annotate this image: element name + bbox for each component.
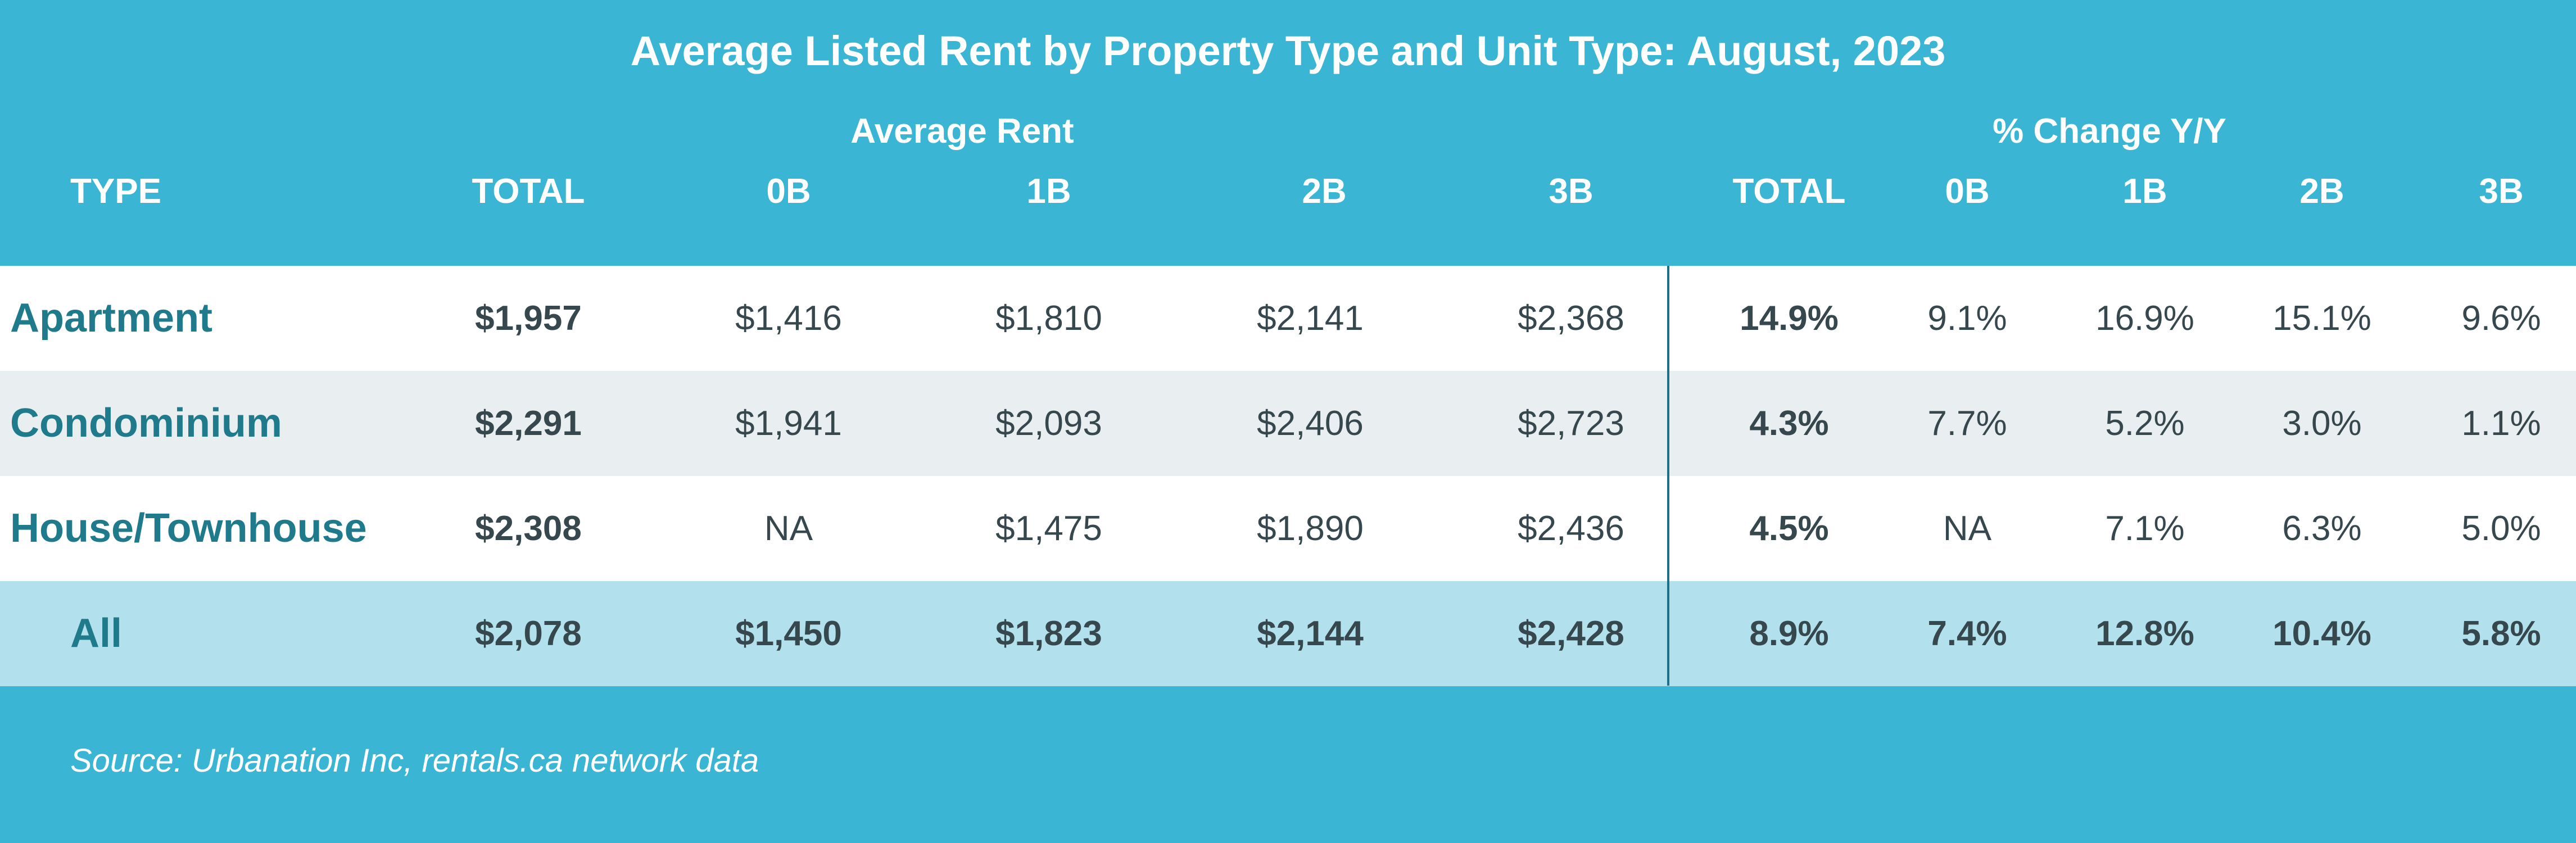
table-cell: 8.9% bbox=[1749, 614, 1829, 653]
column-header-1b: 1B bbox=[1026, 172, 1071, 211]
table-cell: 10.4% bbox=[2272, 614, 2371, 653]
column-header-3b: 3B bbox=[1549, 172, 1593, 211]
column-header-pct-3b: 3B bbox=[2479, 172, 2524, 211]
column-header-pct-1b: 1B bbox=[2122, 172, 2167, 211]
table-cell: $2,144 bbox=[1257, 614, 1364, 653]
table-cell: $2,141 bbox=[1257, 299, 1364, 338]
table-cell: 1.1% bbox=[2461, 404, 2541, 443]
table-cell: $1,810 bbox=[995, 299, 1102, 338]
table-cell: $1,890 bbox=[1257, 509, 1364, 548]
column-divider bbox=[1667, 266, 1669, 686]
table-cell: NA bbox=[1943, 509, 1992, 548]
table-cell: $1,450 bbox=[735, 614, 842, 653]
table-cell: $2,406 bbox=[1257, 404, 1364, 443]
table-cell: 14.9% bbox=[1740, 299, 1839, 338]
column-header-pct-2b: 2B bbox=[2299, 172, 2344, 211]
row-label: Condominium bbox=[10, 401, 282, 446]
table-title: Average Listed Rent by Property Type and… bbox=[630, 28, 1946, 74]
table-cell: $1,941 bbox=[735, 404, 842, 443]
table-cell: 12.8% bbox=[2095, 614, 2194, 653]
table-cell: $1,957 bbox=[475, 299, 582, 338]
table-cell: 15.1% bbox=[2272, 299, 2371, 338]
table-cell: $2,093 bbox=[995, 404, 1102, 443]
table-cell: $2,723 bbox=[1518, 404, 1624, 443]
table-cell: $1,475 bbox=[995, 509, 1102, 548]
table-row: Apartment $1,957 $1,416 $1,810 $2,141 $2… bbox=[0, 266, 2576, 371]
table-cell: $2,291 bbox=[475, 404, 582, 443]
table-cell: $1,823 bbox=[995, 614, 1102, 653]
table-cell: 9.6% bbox=[2461, 299, 2541, 338]
table-cell: 4.5% bbox=[1749, 509, 1829, 548]
table-cell: 9.1% bbox=[1927, 299, 2007, 338]
column-header-0b: 0B bbox=[766, 172, 811, 211]
table-cell: 5.0% bbox=[2461, 509, 2541, 548]
column-header-total: TOTAL bbox=[472, 172, 585, 211]
table-cell: $2,368 bbox=[1518, 299, 1624, 338]
column-header-2b: 2B bbox=[1302, 172, 1347, 211]
table-cell: $2,436 bbox=[1518, 509, 1624, 548]
table-row: House/Townhouse $2,308 NA $1,475 $1,890 … bbox=[0, 476, 2576, 581]
table-cell: $2,308 bbox=[475, 509, 582, 548]
table-cell: $2,428 bbox=[1518, 614, 1624, 653]
table-row-total: All $2,078 $1,450 $1,823 $2,144 $2,428 8… bbox=[0, 581, 2576, 686]
table-cell: 16.9% bbox=[2095, 299, 2194, 338]
table-cell: 5.2% bbox=[2105, 404, 2185, 443]
column-header-pct-0b: 0B bbox=[1945, 172, 1990, 211]
row-label: Apartment bbox=[10, 296, 213, 341]
table-cell: $1,416 bbox=[735, 299, 842, 338]
column-header-pct-total: TOTAL bbox=[1732, 172, 1846, 211]
table-row: Condominium $2,291 $1,941 $2,093 $2,406 … bbox=[0, 371, 2576, 476]
group-label-average-rent: Average Rent bbox=[850, 112, 1074, 151]
table-cell: 3.0% bbox=[2282, 404, 2362, 443]
column-header-type: TYPE bbox=[70, 172, 161, 211]
group-label-pct-change: % Change Y/Y bbox=[1993, 112, 2226, 151]
table-cell: 7.1% bbox=[2105, 509, 2185, 548]
table-cell: 4.3% bbox=[1749, 404, 1829, 443]
row-label: House/Townhouse bbox=[10, 506, 367, 551]
source-note: Source: Urbanation Inc, rentals.ca netwo… bbox=[70, 742, 759, 779]
row-label: All bbox=[70, 611, 123, 656]
table-cell: 7.7% bbox=[1927, 404, 2007, 443]
table-cell: 6.3% bbox=[2282, 509, 2362, 548]
table-cell: 7.4% bbox=[1927, 614, 2007, 653]
table-cell: 5.8% bbox=[2461, 614, 2541, 653]
table-cell: NA bbox=[764, 509, 813, 548]
table-cell: $2,078 bbox=[475, 614, 582, 653]
